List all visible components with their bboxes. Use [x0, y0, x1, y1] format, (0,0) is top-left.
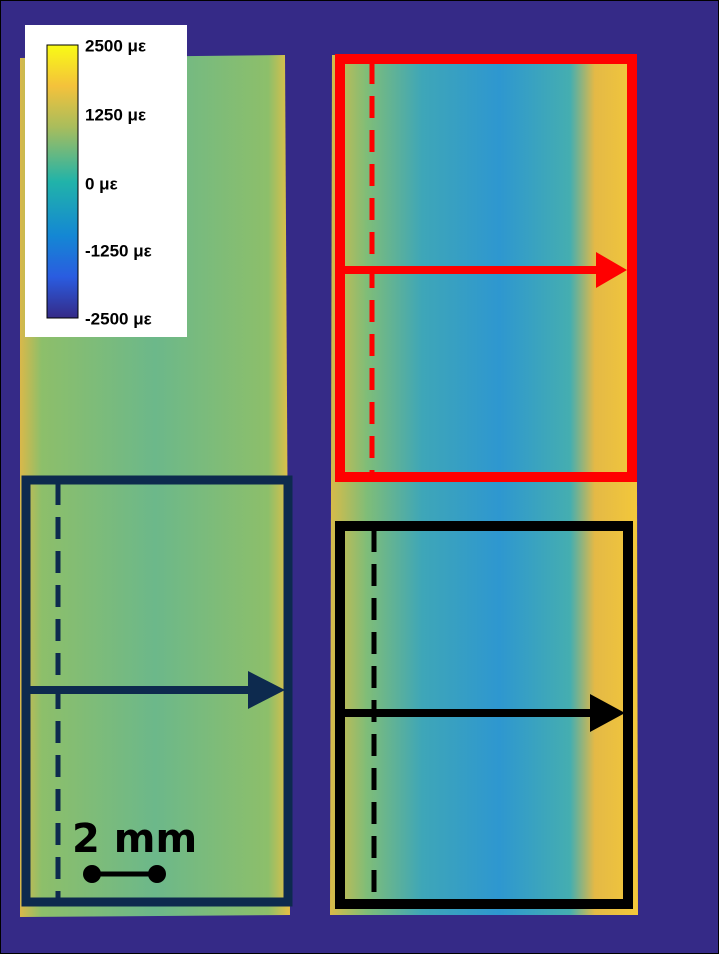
colorbar-label: -1250 με — [85, 241, 152, 260]
colorbar: 2500 με 1250 με 0 με -1250 με -2500 με — [25, 25, 187, 337]
scale-label: 2 mm — [72, 816, 197, 862]
page: 2500 με 1250 με 0 με -1250 με -2500 με 2… — [0, 0, 719, 954]
colorbar-label: 1250 με — [85, 105, 146, 124]
scale-end — [148, 865, 166, 883]
colorbar-label: -2500 με — [85, 309, 152, 328]
colorbar-label: 2500 με — [85, 36, 146, 55]
colorbar-label: 0 με — [85, 174, 118, 193]
scale-end — [83, 865, 101, 883]
strain-figure: 2500 με 1250 με 0 με -1250 με -2500 με 2… — [0, 0, 719, 954]
colorbar-gradient — [47, 45, 78, 318]
